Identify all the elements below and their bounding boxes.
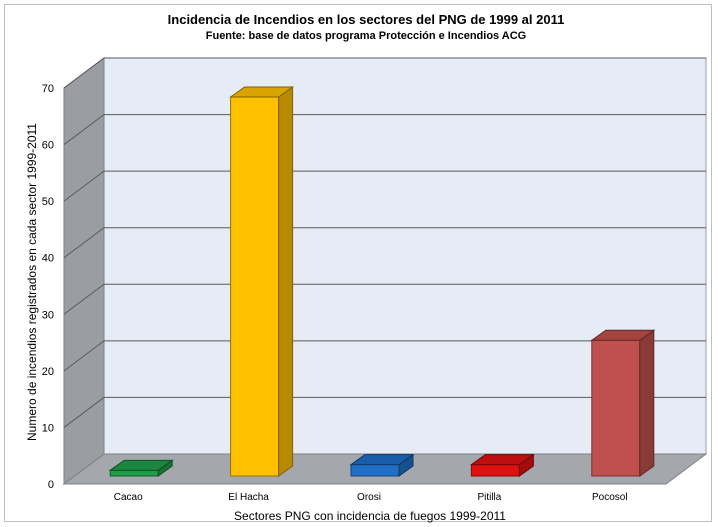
gridline <box>63 227 706 259</box>
bar-front <box>470 464 520 477</box>
bar-orosi <box>349 453 415 477</box>
gridline <box>63 283 706 315</box>
bar-top <box>108 459 174 471</box>
y-tick-label: 10 <box>42 422 54 434</box>
y-tick-label: 50 <box>42 196 54 208</box>
chart-subtitle: Fuente: base de datos programa Protecció… <box>206 30 527 42</box>
bar-top <box>349 454 415 466</box>
chart-walls <box>62 57 708 485</box>
y-axis-title: Numero de incendios registrados en cada … <box>25 123 39 441</box>
gridline <box>63 57 706 89</box>
x-axis-title: Sectores PNG con incidencia de fuegos 19… <box>234 509 506 523</box>
bar-side <box>639 329 655 477</box>
y-tick-label: 0 <box>48 479 54 491</box>
gridlines <box>63 57 706 428</box>
x-tick-label: Pocosol <box>592 492 628 503</box>
y-tick-label: 40 <box>42 253 54 265</box>
y-tick-label: 30 <box>42 309 54 321</box>
bar-top <box>469 454 535 466</box>
y-tick-label: 20 <box>42 366 54 378</box>
y-tick-label: 60 <box>42 140 54 152</box>
bars <box>108 85 656 477</box>
y-tick-labels: 0 10 20 30 40 50 60 70 <box>42 83 54 491</box>
gridline <box>63 114 706 145</box>
bar-side <box>278 85 294 477</box>
chart-title: Incidencia de Incendios en los sectores … <box>168 12 565 27</box>
bar-pitilla <box>469 453 535 477</box>
bar-front <box>109 469 159 477</box>
bar-front <box>350 464 400 477</box>
bar-pocosol <box>590 329 656 477</box>
x-tick-label: Pitilla <box>477 492 501 503</box>
bar-front <box>230 96 280 477</box>
x-tick-label: Orosi <box>357 492 381 503</box>
bar-top <box>590 329 656 341</box>
gridline <box>63 396 706 428</box>
x-tick-labels: Cacao El Hacha Orosi Pitilla Pocosol <box>114 492 628 503</box>
bar-top <box>229 86 295 98</box>
bar-front <box>591 339 641 477</box>
bar-el-hacha <box>229 85 295 477</box>
x-tick-label: Cacao <box>114 492 143 503</box>
y-tick-label: 70 <box>42 83 54 95</box>
gridline <box>63 170 706 202</box>
bar-cacao <box>108 459 174 477</box>
x-tick-label: El Hacha <box>228 492 269 503</box>
gridline <box>63 340 706 372</box>
side-wall <box>63 57 105 485</box>
